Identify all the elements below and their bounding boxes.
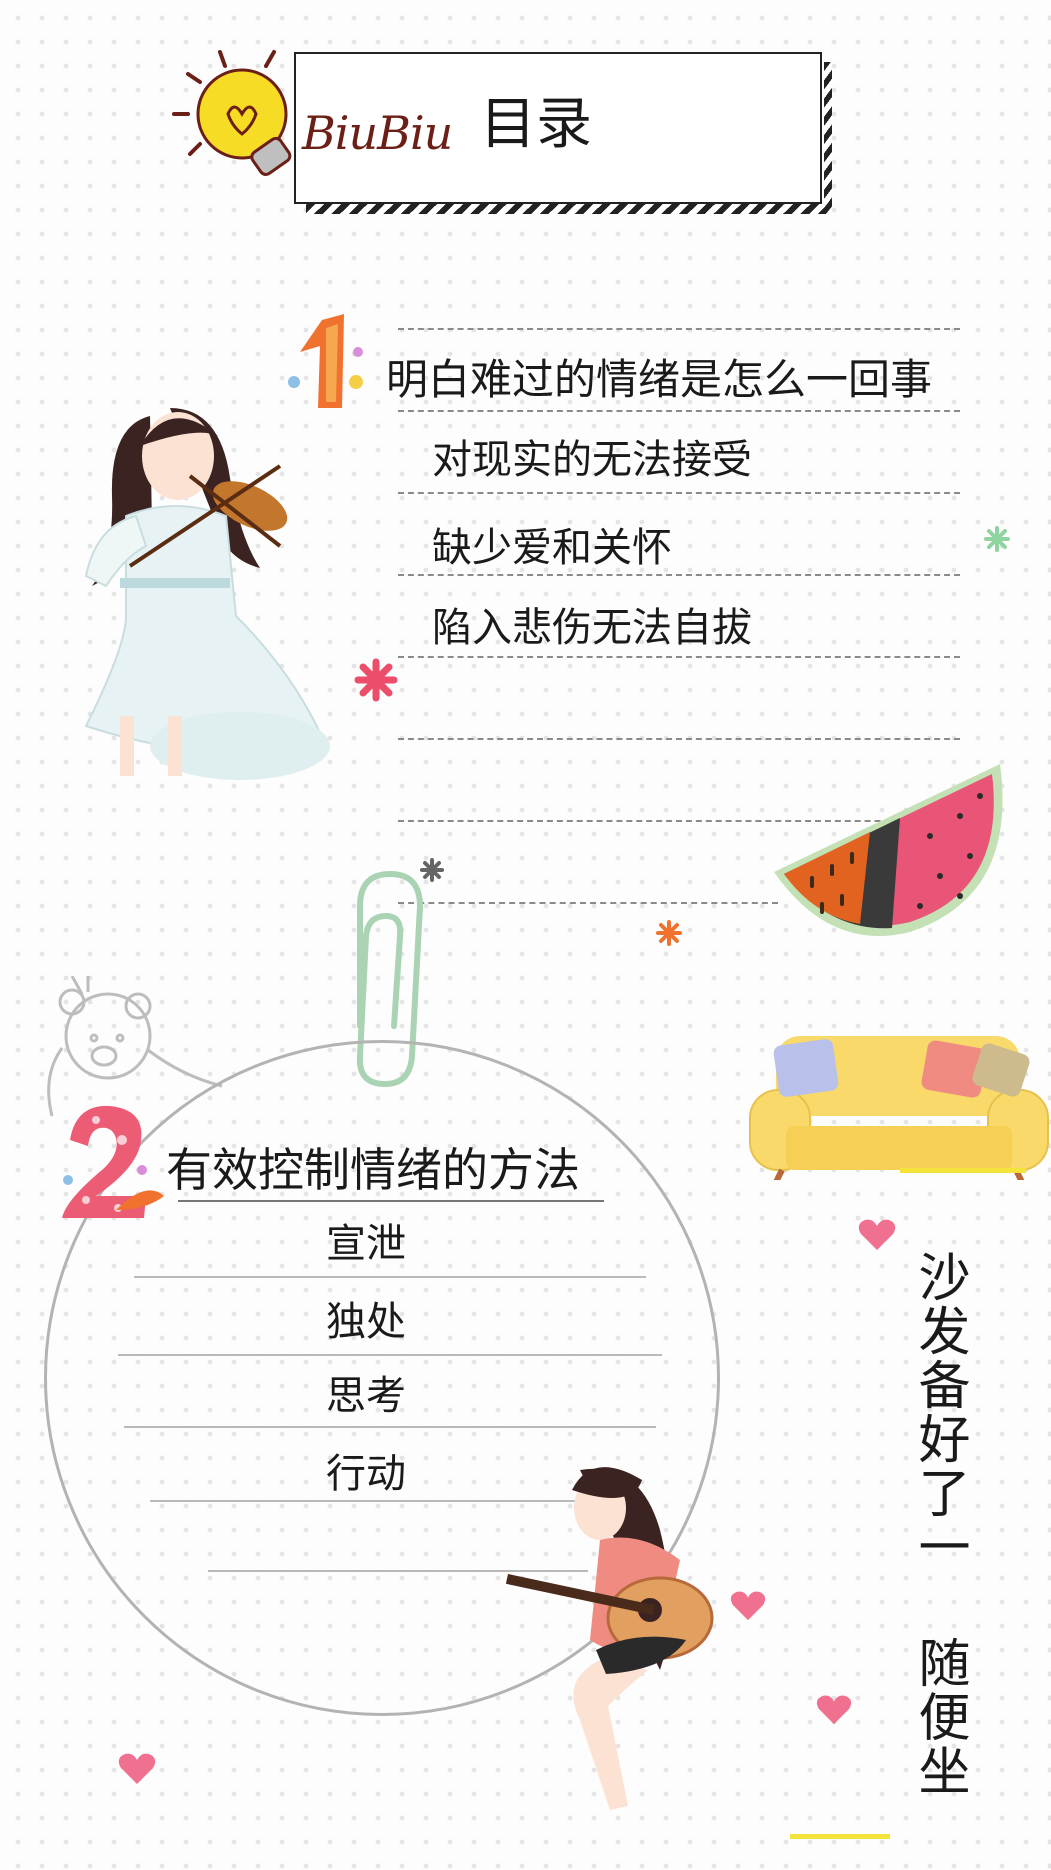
section-number-1-icon [288,314,363,408]
dashed-line [398,656,960,658]
heart-icon [816,1695,852,1725]
solid-line [124,1426,656,1428]
lightbulb-icon [172,50,292,176]
highlight-bar [900,1168,1026,1173]
star-decoration-icon [984,526,1010,552]
section1-item: 陷入悲伤无法自拔 [432,605,752,651]
section2-item: 独处 [326,1299,406,1345]
section2-title-underline [178,1200,604,1202]
highlight-bar [790,1834,890,1839]
bear-doodle-illustration [47,976,223,1117]
star-decoration-icon [656,920,682,946]
watermelon-illustration [774,764,1003,936]
guitar-girl-illustration [505,1467,714,1810]
dashed-line [398,574,960,576]
dashed-line [398,902,778,904]
section1-title: 明白难过的情绪是怎么一回事 [386,355,933,404]
title-box [294,52,822,204]
solid-line [134,1276,646,1278]
star-decoration-icon [420,858,444,882]
section2-circle-frame [44,1040,720,1716]
brand-logo-text: BiuBiu [302,106,453,160]
dashed-line [398,820,960,822]
solid-line [150,1500,624,1502]
section1-item: 对现实的无法接受 [432,437,752,483]
sofa-illustration [749,1036,1049,1180]
page-title: 目录 [480,92,592,157]
dashed-line [398,328,960,330]
section2-item: 思考 [326,1373,406,1419]
solid-line [208,1570,588,1572]
violin-girl-illustration [84,408,330,780]
dashed-line [398,738,960,740]
solid-line [118,1354,662,1356]
dashed-line [398,410,960,412]
heart-icon [730,1591,766,1621]
dashed-line [398,492,960,494]
section-number-2-icon [62,1105,164,1218]
sofa-slogan-vertical: 沙发备好了一 随便坐 [909,1250,969,1798]
star-decoration-icon [354,658,398,702]
section2-item: 行动 [326,1451,406,1497]
section2-title: 有效控制情绪的方法 [166,1143,580,1197]
heart-icon [118,1753,156,1784]
section1-item: 缺少爱和关怀 [432,525,672,571]
section2-item: 宣泄 [326,1221,406,1267]
heart-icon [858,1219,896,1250]
